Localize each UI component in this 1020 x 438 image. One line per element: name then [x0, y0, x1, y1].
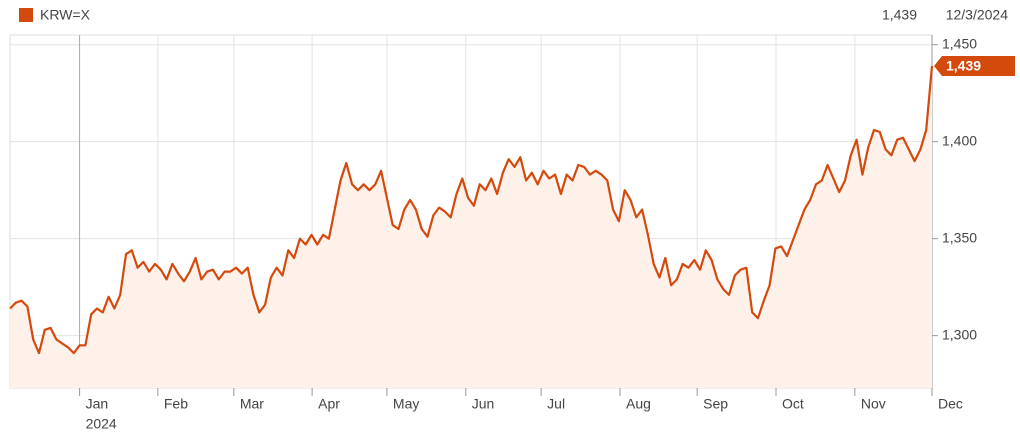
x-tick-label: Aug	[626, 396, 651, 412]
year-label: 2024	[86, 416, 117, 432]
last-price: 1,439	[882, 7, 917, 23]
x-tick-label: Oct	[782, 396, 804, 412]
last-value-label: 1,439	[946, 58, 981, 74]
x-tick-label: Sep	[703, 396, 728, 412]
x-tick-label: Nov	[861, 396, 886, 412]
date: 12/3/2024	[946, 7, 1008, 23]
y-tick-label: 1,450	[942, 35, 977, 51]
y-tick-label: 1,400	[942, 132, 977, 148]
y-tick-label: 1,300	[942, 326, 977, 342]
line	[9, 65, 934, 355]
x-tick-label: Apr	[318, 396, 340, 412]
x-tick-label: Jul	[547, 396, 565, 412]
x-tick-label: Jun	[472, 396, 495, 412]
area	[10, 66, 932, 388]
x-tick-label: Feb	[164, 396, 188, 412]
x-tick-label: May	[393, 396, 419, 412]
legend-swatch	[19, 8, 33, 22]
symbol: KRW=X	[40, 7, 91, 23]
x-tick-label: Dec	[938, 396, 963, 412]
x-tick-label: Mar	[240, 396, 264, 412]
last-value-tag	[934, 56, 1015, 77]
x-tick-label: Jan	[86, 396, 109, 412]
y-tick-label: 1,350	[942, 229, 977, 245]
